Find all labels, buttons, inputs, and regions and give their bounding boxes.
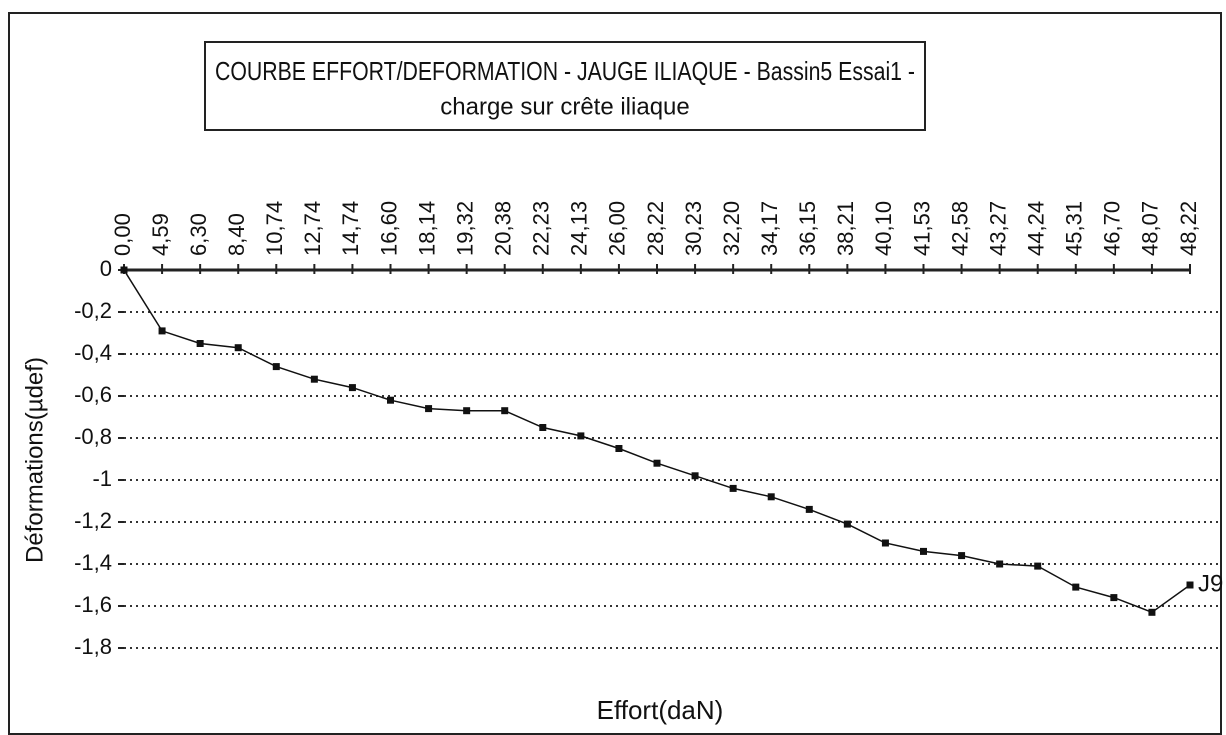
x-tick-label: 6,30 [186, 213, 211, 256]
x-tick-label: 0,00 [110, 213, 135, 256]
y-tick-label: -0,2 [74, 298, 112, 323]
data-point [272, 363, 280, 371]
x-axis-label: Effort(daN) [597, 695, 724, 725]
x-tick-label: 38,21 [833, 201, 858, 256]
x-tick-label: 40,10 [871, 201, 896, 256]
data-point [425, 405, 433, 413]
x-tick-label: 42,58 [947, 201, 972, 256]
y-tick-label: -0,4 [74, 340, 112, 365]
data-point [501, 407, 509, 415]
y-tick-label: -0,6 [74, 382, 112, 407]
x-tick-label: 12,74 [300, 201, 325, 256]
x-tick-label: 8,40 [224, 213, 249, 256]
data-point [920, 547, 927, 555]
data-point [958, 552, 966, 560]
x-tick-label: 34,17 [757, 201, 782, 256]
x-tick-label: 24,13 [567, 201, 592, 256]
y-tick-label: -1,8 [74, 634, 112, 659]
y-tick-label: -1,6 [74, 592, 112, 617]
x-tick-label: 19,32 [452, 201, 477, 256]
x-tick-label: 44,24 [1024, 201, 1049, 256]
x-tick-label: 30,23 [681, 201, 706, 256]
y-tick-label: -1 [92, 466, 112, 491]
data-point [805, 505, 813, 513]
data-point [310, 375, 318, 383]
x-tick-label: 20,38 [491, 201, 516, 256]
y-tick-label: -1,2 [74, 508, 112, 533]
data-point [767, 493, 775, 501]
chart-subtitle: charge sur crête iliaque [440, 93, 689, 120]
series-label: J9 [1198, 570, 1223, 597]
data-point [158, 327, 166, 335]
y-tick-label: -0,8 [74, 424, 112, 449]
data-point [843, 520, 851, 528]
x-tick-label: 28,22 [643, 201, 668, 256]
data-point [881, 539, 889, 547]
y-tick-label: -1,4 [74, 550, 112, 575]
chart-title: COURBE EFFORT/DEFORMATION - JAUGE ILIAQU… [215, 56, 915, 86]
data-point [196, 340, 204, 347]
x-tick-label: 16,60 [376, 201, 401, 256]
data-point [120, 266, 128, 274]
data-point [691, 472, 699, 480]
x-tick-label: 48,22 [1176, 201, 1201, 256]
data-point [539, 424, 547, 431]
data-point [1110, 594, 1118, 602]
title-box [204, 41, 926, 131]
data-point [234, 344, 242, 352]
x-tick-label: 18,14 [414, 201, 439, 256]
data-point [1186, 581, 1194, 589]
y-axis-label: Déformations(µdef) [21, 357, 48, 563]
data-point [729, 484, 737, 492]
data-point [1034, 562, 1042, 570]
x-tick-label: 45,31 [1062, 201, 1087, 256]
x-tick-label: 32,20 [719, 201, 744, 256]
data-point [348, 384, 356, 392]
data-point [996, 560, 1004, 568]
data-point [1148, 608, 1156, 616]
data-point [653, 459, 661, 467]
x-tick-label: 26,00 [605, 201, 630, 256]
data-point [1072, 583, 1080, 591]
y-tick-label: 0 [100, 256, 112, 281]
x-tick-label: 46,70 [1100, 201, 1125, 256]
x-tick-label: 48,07 [1138, 201, 1163, 256]
x-tick-label: 41,53 [909, 201, 934, 256]
x-tick-label: 10,74 [262, 201, 287, 256]
x-tick-label: 4,59 [148, 213, 173, 256]
data-line [123, 269, 1191, 614]
x-tick-label: 36,15 [795, 201, 820, 256]
data-point [463, 407, 471, 415]
data-point [615, 445, 623, 452]
data-point [577, 432, 585, 440]
chart-border [8, 12, 1222, 735]
x-tick-label: 22,23 [529, 201, 554, 256]
data-point [387, 396, 394, 404]
x-tick-label: 43,27 [985, 201, 1010, 256]
x-tick-label: 14,74 [338, 201, 363, 256]
